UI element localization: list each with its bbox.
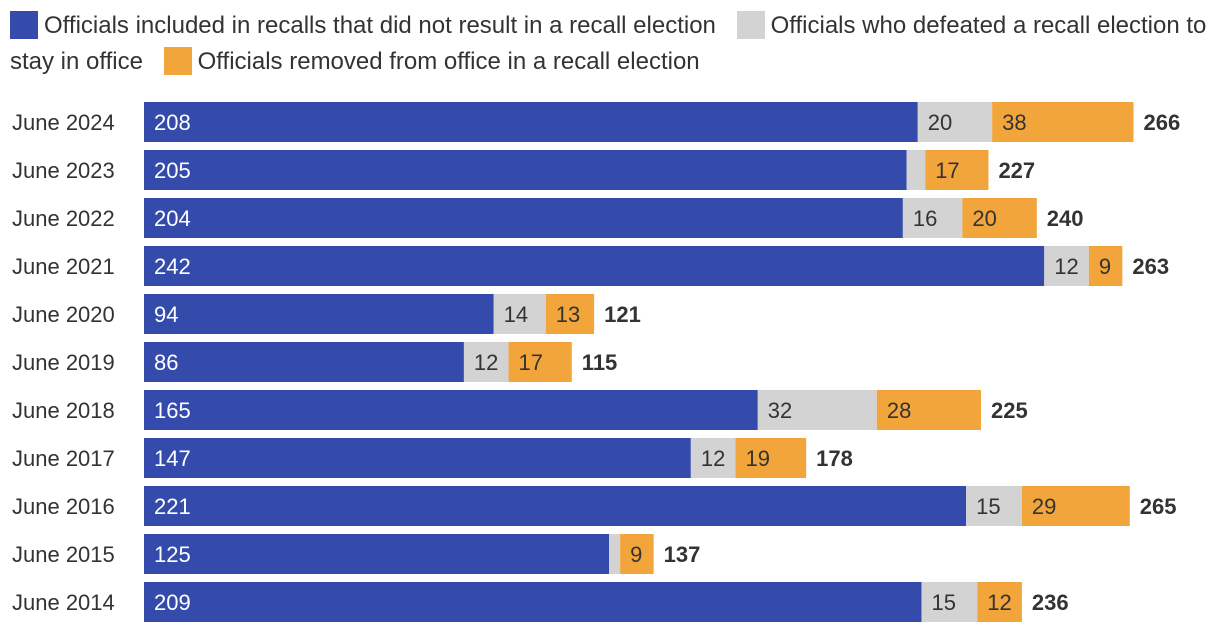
- segment-value-label: 204: [154, 206, 191, 231]
- category-label: June 2017: [12, 446, 115, 471]
- bar-segment-no-election: [144, 342, 464, 382]
- segment-value-label: 9: [1099, 254, 1111, 279]
- legend-swatch-no-election: [10, 11, 38, 39]
- legend-item-removed: Officials removed from office in a recal…: [163, 47, 700, 75]
- bar-segment-no-election: [144, 534, 609, 574]
- segment-value-label: 12: [1054, 254, 1078, 279]
- segment-value-label: 208: [154, 110, 191, 135]
- segment-value-label: 86: [154, 350, 178, 375]
- category-label: June 2023: [12, 158, 115, 183]
- legend-label-defeated-recall: Officials who defeated a recall election…: [10, 12, 1207, 75]
- segment-value-label: 94: [154, 302, 178, 327]
- bar-segment-defeated-recall: [1044, 246, 1089, 286]
- category-label: June 2022: [12, 206, 115, 231]
- bar-segment-defeated-recall: [921, 582, 978, 622]
- category-label: June 2016: [12, 494, 115, 519]
- legend-swatch-defeated-recall: [736, 11, 765, 39]
- legend-label-removed: Officials removed from office in a recal…: [197, 48, 700, 75]
- bar-segment-no-election: [144, 582, 922, 622]
- segment-value-label: 12: [474, 350, 498, 375]
- segment-value-label: 16: [913, 206, 937, 231]
- segment-value-label: 9: [630, 542, 642, 567]
- bar-segment-no-election: [144, 150, 907, 190]
- bar-segment-no-election: [144, 486, 967, 526]
- bar-total-label: 265: [1140, 494, 1177, 519]
- bar-segment-defeated-recall: [966, 486, 1022, 526]
- bar-segment-defeated-recall: [917, 102, 993, 142]
- legend-item-defeated-recall: Officials who defeated a recall election…: [10, 11, 1207, 75]
- bar-segment-removed: [1088, 246, 1123, 286]
- segment-value-label: 13: [556, 302, 580, 327]
- category-label: June 2024: [12, 110, 115, 135]
- category-label: June 2021: [12, 254, 115, 279]
- bar-segment-removed: [735, 438, 807, 478]
- bar-segment-removed: [545, 294, 595, 334]
- segment-value-label: 242: [154, 254, 191, 279]
- bar-segment-removed: [508, 342, 572, 382]
- segment-value-label: 147: [154, 446, 191, 471]
- segment-value-label: 17: [519, 350, 543, 375]
- bar-segment-no-election: [144, 294, 494, 334]
- segment-value-label: 29: [1032, 494, 1056, 519]
- segment-value-label: 38: [1002, 110, 1026, 135]
- category-label: June 2014: [12, 590, 115, 615]
- segment-value-label: 209: [154, 590, 191, 615]
- bar-segment-removed: [977, 582, 1022, 622]
- segment-value-label: 17: [935, 158, 959, 183]
- bar-segment-removed: [876, 390, 981, 430]
- segment-value-label: 205: [154, 158, 191, 183]
- chart-legend: Officials included in recalls that did n…: [10, 8, 1210, 80]
- category-label: June 2020: [12, 302, 115, 327]
- legend-label-no-election: Officials included in recalls that did n…: [44, 12, 716, 39]
- legend-item-no-election: Officials included in recalls that did n…: [10, 11, 716, 39]
- segment-value-label: 20: [928, 110, 952, 135]
- bar-segment-no-election: [144, 198, 903, 238]
- segment-value-label: 221: [154, 494, 191, 519]
- bar-segment-removed: [925, 150, 989, 190]
- bar-total-label: 115: [582, 350, 618, 375]
- segment-value-label: 12: [701, 446, 725, 471]
- bar-segment-no-election: [144, 102, 918, 142]
- bar-segment-removed: [962, 198, 1037, 238]
- category-label: June 2018: [12, 398, 115, 423]
- legend-swatch-removed: [163, 47, 192, 75]
- bar-segment-no-election: [144, 246, 1045, 286]
- segment-value-label: 15: [976, 494, 1000, 519]
- bar-total-label: 225: [991, 398, 1028, 423]
- bar-total-label: 240: [1047, 206, 1084, 231]
- segment-value-label: 14: [504, 302, 528, 327]
- segment-value-label: 165: [154, 398, 191, 423]
- bar-segment-defeated-recall: [757, 390, 877, 430]
- bar-total-label: 263: [1132, 254, 1169, 279]
- segment-value-label: 19: [745, 446, 769, 471]
- segment-value-label: 32: [768, 398, 792, 423]
- segment-value-label: 12: [987, 590, 1011, 615]
- bar-segment-removed: [992, 102, 1134, 142]
- bar-segment-no-election: [144, 390, 758, 430]
- bar-total-label: 137: [664, 542, 701, 567]
- bar-segment-defeated-recall: [463, 342, 509, 382]
- segment-value-label: 15: [931, 590, 955, 615]
- bar-total-label: 178: [816, 446, 853, 471]
- bar-segment-defeated-recall: [609, 534, 621, 574]
- bar-segment-no-election: [144, 438, 691, 478]
- bar-segment-defeated-recall: [690, 438, 736, 478]
- category-label: June 2015: [12, 542, 115, 567]
- bar-segment-removed: [620, 534, 654, 574]
- bar-total-label: 266: [1144, 110, 1181, 135]
- bar-total-label: 121: [604, 302, 641, 327]
- bar-segment-defeated-recall: [493, 294, 546, 334]
- segment-value-label: 125: [154, 542, 191, 567]
- segment-value-label: 28: [887, 398, 911, 423]
- segment-value-label: 20: [972, 206, 996, 231]
- bar-segment-defeated-recall: [906, 150, 926, 190]
- bar-total-label: 236: [1032, 590, 1069, 615]
- bar-segment-defeated-recall: [902, 198, 963, 238]
- category-label: June 2019: [12, 350, 115, 375]
- bar-total-label: 227: [998, 158, 1035, 183]
- bar-segment-removed: [1021, 486, 1130, 526]
